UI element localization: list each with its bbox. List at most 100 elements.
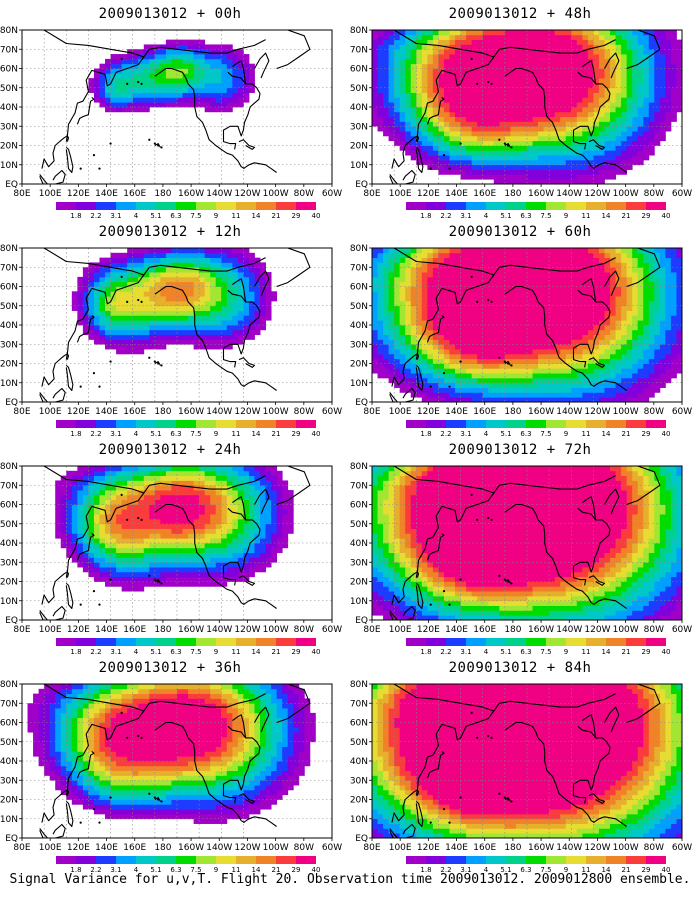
lon-tick-label: 100W [613, 407, 639, 417]
colorbar-label: 40 [662, 212, 671, 220]
colorbar-label: 1.8 [70, 866, 81, 874]
figure-caption: Signal Variance for u,v,T. Flight 20. Ob… [9, 872, 691, 887]
lat-tick-label: 40N [0, 103, 18, 113]
lon-tick-label: 100W [613, 843, 639, 853]
colorbar-swatch [626, 420, 646, 428]
lon-tick-label: 120E [417, 189, 440, 199]
lat-tick-label: 80N [0, 462, 18, 472]
colorbar-label: 7.5 [190, 648, 201, 656]
colorbar-label: 21 [272, 648, 281, 656]
colorbar-swatch [116, 856, 136, 864]
lat-tick-label: 80N [350, 680, 368, 690]
lon-tick-label: 80E [363, 843, 380, 853]
colorbar-swatch [566, 202, 586, 210]
variance-field [372, 684, 682, 838]
colorbar-label: 1.8 [420, 212, 431, 220]
colorbar-label: 40 [662, 648, 671, 656]
colorbar-swatch [236, 420, 256, 428]
colorbar-label: 6.3 [170, 430, 181, 438]
colorbar-label: 4 [134, 212, 139, 220]
lon-tick-label: 140E [445, 843, 468, 853]
colorbar-label: 21 [622, 212, 631, 220]
lon-tick-label: 160E [473, 407, 496, 417]
colorbar-label: 5.1 [150, 648, 161, 656]
colorbar-swatch [296, 638, 316, 646]
colorbar-swatch [216, 420, 236, 428]
lon-tick-label: 140W [206, 407, 232, 417]
lat-tick-label: 70N [350, 481, 368, 491]
colorbar-swatch [176, 638, 196, 646]
colorbar-swatch [466, 638, 486, 646]
lat-tick-label: 40N [350, 103, 368, 113]
colorbar-label: 9 [214, 866, 218, 874]
colorbar-swatch [156, 202, 176, 210]
lon-tick-label: 80E [13, 407, 30, 417]
colorbar-label: 14 [252, 648, 261, 656]
lon-tick-label: 120E [67, 843, 90, 853]
lon-tick-label: 120E [67, 625, 90, 635]
colorbar: 1.8 2.2 3.1 4 5.1 6.3 7.5 9 11 14 21 29 40 [406, 638, 670, 656]
lon-tick-label: 160E [473, 843, 496, 853]
coastlines [39, 248, 311, 402]
lat-tick-label: 10N [0, 597, 18, 607]
lon-tick-label: 160E [473, 189, 496, 199]
colorbar-swatch [586, 638, 606, 646]
colorbar-swatch [296, 202, 316, 210]
lon-tick-label: 120W [234, 625, 260, 635]
colorbar-label: 2.2 [90, 430, 101, 438]
colorbar-swatch [506, 638, 526, 646]
lat-tick-label: 60N [350, 283, 368, 293]
lat-tick-label: 50N [350, 84, 368, 94]
lat-tick-label: 40N [350, 757, 368, 767]
colorbar-swatch [296, 420, 316, 428]
lon-tick-label: 100E [39, 189, 62, 199]
colorbar-label: 11 [232, 866, 241, 874]
lon-tick-label: 80W [294, 843, 314, 853]
lat-tick-label: 40N [350, 539, 368, 549]
colorbar: 1.8 2.2 3.1 4 5.1 6.3 7.5 9 11 14 21 29 40 [56, 638, 320, 656]
map-panel-12h: 2009013012 + 12h 80N 70N 60N 50N 40N 30N 20N 10N… [0, 224, 342, 442]
colorbar-label: 9 [214, 648, 218, 656]
colorbar-label: 14 [252, 430, 261, 438]
colorbar: 1.8 2.2 3.1 4 5.1 6.3 7.5 9 11 14 21 29 40 [406, 420, 670, 438]
lon-tick-label: 180 [504, 407, 521, 417]
colorbar-label: 7.5 [540, 430, 551, 438]
colorbar-label: 3.1 [110, 866, 121, 874]
colorbar-label: 3.1 [110, 648, 121, 656]
colorbar-label: 40 [662, 866, 671, 874]
colorbar-label: 4 [484, 866, 489, 874]
colorbar-swatch [96, 638, 116, 646]
colorbar-swatch [276, 856, 296, 864]
colorbar: 1.8 2.2 3.1 4 5.1 6.3 7.5 9 11 14 21 29 40 [406, 856, 670, 874]
lon-tick-label: 140W [206, 189, 232, 199]
colorbar-label: 40 [662, 430, 671, 438]
colorbar-swatch [486, 638, 506, 646]
colorbar-swatch [256, 202, 276, 210]
colorbar-swatch [606, 638, 626, 646]
lon-tick-label: 60W [672, 843, 692, 853]
variance-field [372, 466, 682, 620]
variance-field [55, 466, 294, 592]
lon-tick-label: 80E [363, 407, 380, 417]
lon-tick-label: 160W [528, 407, 554, 417]
colorbar-label: 7.5 [190, 212, 201, 220]
colorbar-swatch [276, 420, 296, 428]
lon-tick-label: 160W [178, 189, 204, 199]
coastlines [389, 30, 661, 184]
lat-tick-label: 30N [0, 340, 18, 350]
colorbar-swatch [426, 856, 446, 864]
colorbar-swatch [236, 638, 256, 646]
graticule [372, 248, 682, 402]
lat-tick-label: 60N [0, 65, 18, 75]
colorbar-swatch [216, 638, 236, 646]
colorbar-swatch [236, 202, 256, 210]
colorbar-label: 9 [564, 648, 568, 656]
colorbar-label: 21 [272, 866, 281, 874]
lat-tick-label: 30N [350, 340, 368, 350]
lon-tick-label: 140E [95, 189, 118, 199]
colorbar-label: 40 [312, 866, 321, 874]
colorbar-label: 6.3 [170, 866, 181, 874]
colorbar-label: 21 [622, 648, 631, 656]
